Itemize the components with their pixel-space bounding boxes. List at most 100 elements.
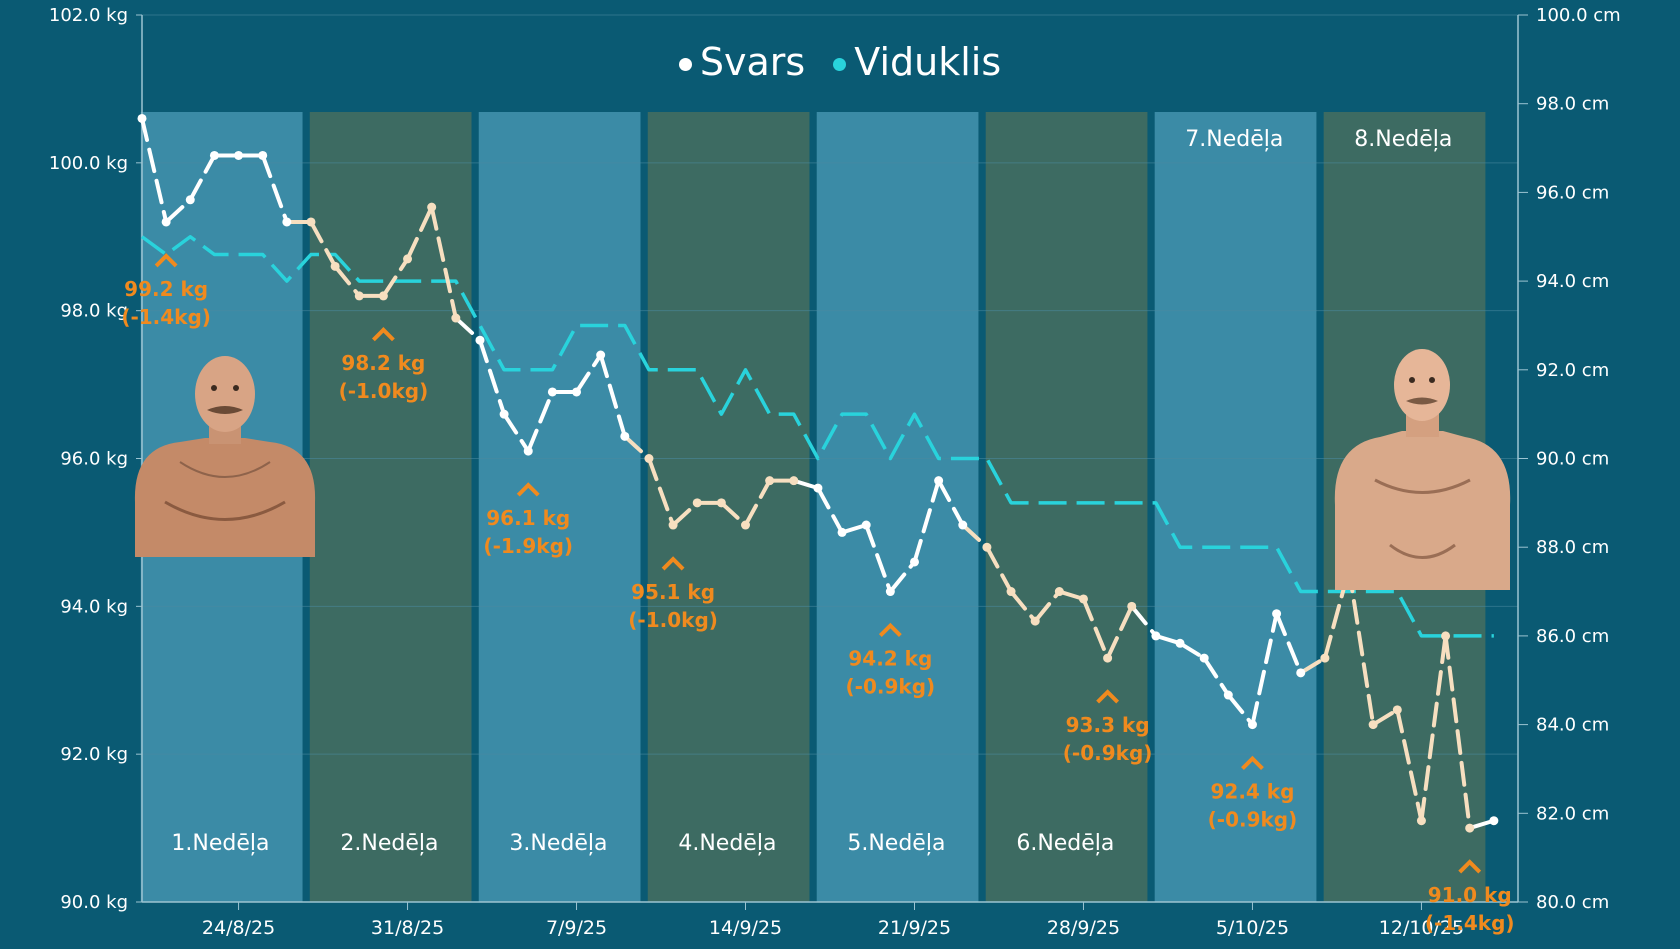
data-point-svars (813, 483, 823, 493)
series-segment-svars (453, 316, 482, 343)
data-point-svars (692, 498, 702, 508)
y-tick-label-right: 98.0 cm (1536, 94, 1609, 115)
data-point-svars (1296, 668, 1306, 678)
series-segment-svars (984, 545, 1014, 594)
series-segment-svars (1395, 707, 1424, 823)
series-segment-svars (960, 523, 989, 550)
series-segment-svars (164, 197, 193, 224)
series-segment-svars (477, 338, 507, 417)
annotation-change: (-0.9kg) (846, 675, 936, 699)
y-tick-label-left: 90.0 kg (60, 892, 128, 913)
data-point-svars (1368, 720, 1378, 730)
data-point-svars (185, 195, 195, 205)
annotation-value: 99.2 kg (124, 277, 208, 301)
week-label: 1.Nedēļa (171, 831, 269, 856)
annotation-caret (878, 622, 902, 637)
series-segment-svars (646, 456, 676, 528)
y-tick-label-right: 88.0 cm (1536, 537, 1609, 558)
annotation-change: (-1.9kg) (483, 534, 573, 558)
legend-label-svars: Svars (699, 40, 806, 84)
data-point-svars (1054, 587, 1064, 597)
series-segment-svars (912, 478, 941, 564)
series-segment-svars (1298, 656, 1327, 675)
series-segment-svars (1347, 567, 1376, 727)
y-tick-label-right: 90.0 cm (1536, 449, 1609, 470)
x-tick-label: 31/8/25 (371, 917, 444, 939)
series-segment-svars (574, 353, 603, 394)
data-point-svars (1199, 653, 1209, 663)
data-point-svars (234, 150, 244, 160)
week-label: 2.Nedēļa (340, 831, 438, 856)
data-point-svars (741, 520, 751, 530)
data-point-svars (1465, 823, 1475, 833)
data-point-svars (1247, 720, 1257, 730)
y-tick-label-right: 86.0 cm (1536, 626, 1609, 647)
week-band (816, 112, 979, 902)
annotation-caret (371, 327, 395, 342)
legend: Svars Viduklis (0, 40, 1680, 84)
data-point-svars (909, 557, 919, 567)
data-point-svars (451, 313, 461, 323)
annotation-value: 93.3 kg (1066, 713, 1150, 737)
series-segment-svars (1202, 656, 1231, 698)
legend-item-viduklis[interactable]: Viduklis (833, 40, 1001, 84)
data-point-svars (1320, 653, 1330, 663)
annotation-value: 92.4 kg (1210, 780, 1294, 804)
annotation-caret (1458, 859, 1482, 874)
series-segment-svars (815, 486, 845, 535)
series-segment-svars (1274, 611, 1303, 675)
data-point-svars (1223, 690, 1233, 700)
y-tick-label-right: 96.0 cm (1536, 182, 1609, 203)
y-tick-label-right: 92.0 cm (1536, 360, 1609, 381)
y-tick-label-left: 92.0 kg (60, 744, 128, 765)
series-line-viduklis (140, 235, 1494, 638)
data-point-svars (258, 150, 268, 160)
week-band (1154, 112, 1317, 902)
data-point-svars (354, 291, 364, 301)
x-tick-label: 7/9/25 (546, 917, 607, 939)
data-point-svars (137, 113, 147, 123)
series-segment-svars (1226, 693, 1255, 727)
week-band (985, 112, 1148, 902)
y-tick-label-right: 84.0 cm (1536, 715, 1609, 736)
x-tick-label: 21/9/25 (878, 917, 951, 939)
data-point-svars (982, 542, 992, 552)
before-photo (134, 356, 316, 557)
data-point-svars (1006, 587, 1016, 597)
series-segment-svars (1419, 633, 1448, 823)
week-label: 3.Nedēļa (509, 831, 607, 856)
after-photo (1334, 349, 1511, 590)
data-point-svars (1030, 616, 1040, 626)
data-point-svars (1151, 631, 1161, 641)
annotation-value: 94.2 kg (848, 647, 932, 671)
data-point-svars (499, 409, 509, 419)
y-tick-label-left: 96.0 kg (60, 449, 128, 470)
annotation-change: (-1.0kg) (339, 379, 429, 403)
data-point-svars (161, 217, 171, 227)
annotation-value: 98.2 kg (341, 351, 425, 375)
data-point-svars (1103, 653, 1113, 663)
data-point-svars (1272, 609, 1282, 619)
y-tick-label-right: 100.0 cm (1536, 5, 1621, 26)
y-tick-label-right: 94.0 cm (1536, 271, 1609, 292)
annotation-change: (-1.4kg) (121, 305, 211, 329)
series-segment-svars (671, 500, 700, 528)
series-segment-svars (308, 219, 338, 269)
annotation-caret (516, 482, 540, 497)
legend-item-svars[interactable]: Svars (678, 40, 806, 84)
data-point-svars (861, 520, 871, 530)
week-label: 7.Nedēļa (1185, 127, 1283, 152)
week-label: 4.Nedēļa (678, 831, 776, 856)
data-point-svars (668, 520, 678, 530)
y-tick-label-left: 98.0 kg (60, 301, 128, 322)
annotation-change: (-0.9kg) (1063, 741, 1153, 765)
series-segment-svars (598, 353, 627, 439)
series-segment-svars (1371, 707, 1400, 727)
data-point-svars (885, 587, 895, 597)
week-band (478, 112, 641, 902)
data-point-svars (1441, 631, 1451, 641)
series-segment-svars (1129, 604, 1158, 638)
annotation-change: (-0.9kg) (1208, 808, 1298, 832)
series-segment-svars (1033, 589, 1062, 624)
